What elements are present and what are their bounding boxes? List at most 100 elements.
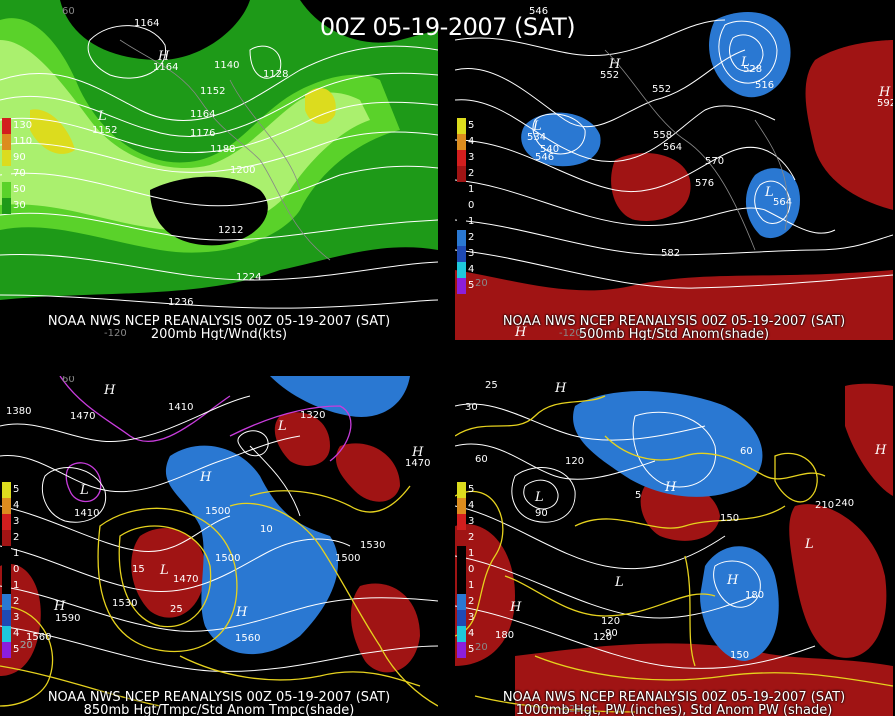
temperature-contours xyxy=(0,485,438,707)
legend-label: 3 xyxy=(13,516,20,527)
contour-label: 546 xyxy=(535,152,554,163)
positive-anomaly-central xyxy=(611,152,691,221)
legend-swatch xyxy=(2,498,11,514)
height-contours xyxy=(455,19,893,289)
legend-label: 30 xyxy=(13,200,26,211)
legend-label: 3 xyxy=(468,612,475,623)
low-marker: L xyxy=(614,575,624,590)
legend-label: 5 xyxy=(468,280,475,291)
legend-label: 5 xyxy=(13,484,20,495)
legend-label: 3 xyxy=(13,612,20,623)
legend-swatch xyxy=(457,182,466,198)
positive-anomaly-south xyxy=(515,643,893,716)
legend-label: 1 xyxy=(468,216,475,227)
legend-swatch xyxy=(2,530,11,546)
legend-swatch xyxy=(457,562,466,578)
legend-swatch xyxy=(457,610,466,626)
positive-anomaly-east xyxy=(805,40,893,210)
legend-swatch xyxy=(457,214,466,230)
contour-label: 1530 xyxy=(112,598,137,609)
high-marker: H xyxy=(53,599,66,614)
value-labels: 30 60 90 120 150 180 210 240 25 5 60 120… xyxy=(465,380,887,715)
precipitable-water-contours xyxy=(455,395,893,713)
panel-source-caption: NOAA NWS NCEP REANALYSIS 00Z 05-19-2007 … xyxy=(47,314,391,329)
contour-label: 30 xyxy=(465,402,478,413)
contour-label: 1470 xyxy=(405,458,430,469)
legend-swatch xyxy=(457,198,466,214)
contour-label: 1410 xyxy=(74,508,99,519)
panel-field-caption: 1000mb Hgt, PW (inches), Std Anom PW (sh… xyxy=(515,703,833,716)
legend-label: 130 xyxy=(13,120,33,131)
legend-label: 2 xyxy=(468,532,475,543)
negative-anomaly-central xyxy=(165,445,339,655)
calm-region-north xyxy=(60,0,250,60)
legend-label: 5 xyxy=(468,484,475,495)
high-marker: H xyxy=(878,85,891,100)
legend-label: 1 xyxy=(468,548,475,559)
contour-label: 570 xyxy=(705,156,724,167)
legend-label: 50 xyxy=(13,184,26,195)
legend-label: 3 xyxy=(468,248,475,259)
low-marker: L xyxy=(159,563,169,578)
contour-label: 534 xyxy=(527,132,546,143)
high-marker: H xyxy=(664,480,677,495)
contour-label: 1560 xyxy=(235,633,260,644)
low-marker: L xyxy=(97,109,107,124)
height-contours xyxy=(455,403,816,669)
legend-swatch xyxy=(457,278,466,294)
legend-label: 3 xyxy=(468,152,475,163)
contour-label: 150 xyxy=(730,650,749,661)
legend-swatch xyxy=(457,546,466,562)
temp-label: 20 xyxy=(20,640,33,651)
legend-label: 1 xyxy=(468,580,475,591)
contour-label: 60 xyxy=(475,454,488,465)
legend-label: 4 xyxy=(13,628,20,639)
legend-swatch xyxy=(457,230,466,246)
legend-swatch xyxy=(457,118,466,134)
panel-field-caption: 500mb Hgt/Std Anom(shade) xyxy=(578,327,770,341)
axis-label: -120 xyxy=(104,328,127,339)
panel-1000mb-map: 30 60 90 120 150 180 210 240 25 5 60 120… xyxy=(455,376,893,716)
panel-source-caption: NOAA NWS NCEP REANALYSIS 00Z 05-19-2007 … xyxy=(502,690,846,705)
panel-500mb-graphic: 546 552 540 546 552 558 564 570 576 582 … xyxy=(455,6,893,340)
contour-label: 1212 xyxy=(218,225,243,236)
legend-swatch xyxy=(2,198,11,214)
temp-label: 10 xyxy=(260,524,273,535)
axis-label: -120 xyxy=(559,328,582,339)
contour-label: 552 xyxy=(600,70,619,81)
axis-label: 20 xyxy=(475,278,488,289)
negative-anomaly-south xyxy=(700,546,779,661)
legend-swatch xyxy=(2,166,11,182)
contour-label: 540 xyxy=(540,144,559,155)
low-marker: L xyxy=(764,185,774,200)
axis-label: 60 xyxy=(62,6,75,17)
legend-label: 2 xyxy=(13,596,20,607)
high-marker: H xyxy=(411,445,424,460)
legend-label: 4 xyxy=(468,264,475,275)
legend-swatch xyxy=(457,246,466,262)
height-contours xyxy=(0,25,438,309)
legend-swatch xyxy=(2,482,11,498)
axis-label: 60 xyxy=(62,376,75,385)
legend-swatch xyxy=(2,610,11,626)
height-labels: 1164 1164 1140 1128 1152 1152 1164 1176 … xyxy=(62,6,288,339)
legend-label: 0 xyxy=(468,564,475,575)
high-marker: H xyxy=(103,383,116,398)
legend-label: 0 xyxy=(13,564,20,575)
contour-label: 1500 xyxy=(215,553,240,564)
positive-anomaly-central xyxy=(131,528,206,618)
legend-swatch xyxy=(2,546,11,562)
contour-label: 60 xyxy=(740,446,753,457)
main-title: 00Z 05-19-2007 (SAT) xyxy=(319,13,576,41)
panel-850mb-graphic: 1380 1410 1470 1410 1500 1530 1500 1470 … xyxy=(0,376,438,707)
height-contours xyxy=(0,395,438,672)
legend-label: 1 xyxy=(13,580,20,591)
high-marker: H xyxy=(157,49,170,64)
contour-label: 592 xyxy=(877,98,893,109)
contour-label: 1500 xyxy=(335,553,360,564)
legend-label: 110 xyxy=(13,136,33,147)
legend-label: 4 xyxy=(13,500,20,511)
positive-anomaly-southeast xyxy=(350,583,420,673)
low-marker: L xyxy=(79,483,89,498)
negative-anomaly-north xyxy=(270,376,410,417)
